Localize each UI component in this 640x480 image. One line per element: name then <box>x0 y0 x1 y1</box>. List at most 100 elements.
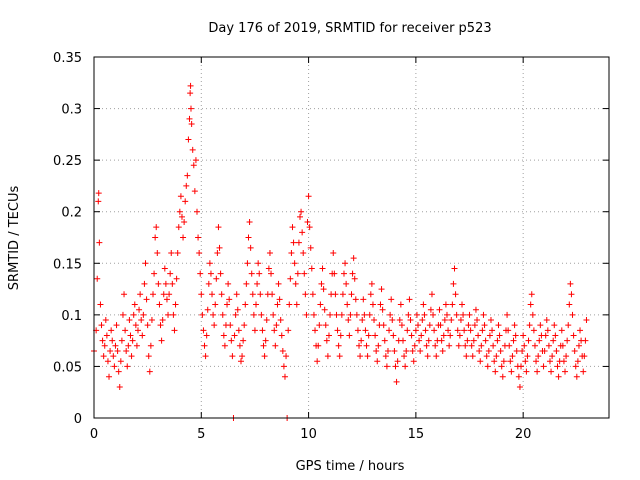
data-point <box>565 322 572 329</box>
data-point <box>186 115 193 122</box>
data-point <box>316 322 323 329</box>
data-point <box>523 368 530 375</box>
data-point <box>136 306 143 313</box>
data-point <box>564 337 571 344</box>
data-point <box>312 327 319 334</box>
data-point <box>272 342 279 349</box>
data-point <box>582 337 589 344</box>
data-point <box>430 311 437 318</box>
data-point <box>258 311 265 318</box>
data-point <box>348 291 355 298</box>
data-point <box>144 322 151 329</box>
y-tick-label: 0.05 <box>53 360 82 375</box>
data-point <box>446 342 453 349</box>
data-point <box>219 311 226 318</box>
data-point <box>178 213 185 220</box>
data-point <box>420 301 427 308</box>
data-point <box>397 301 404 308</box>
data-point <box>126 317 133 324</box>
data-point <box>448 317 455 324</box>
data-point <box>187 105 194 112</box>
data-point <box>156 301 163 308</box>
data-point <box>129 337 136 344</box>
data-point <box>217 270 224 277</box>
data-point <box>428 291 435 298</box>
data-point <box>159 317 166 324</box>
data-point <box>170 311 177 318</box>
data-point <box>417 347 424 354</box>
data-point <box>250 311 257 318</box>
data-point <box>197 270 204 277</box>
data-point <box>307 244 314 251</box>
data-point <box>260 342 267 349</box>
data-point <box>474 317 481 324</box>
data-point <box>160 291 167 298</box>
y-tick-label: 0.25 <box>53 154 82 169</box>
data-point <box>544 327 551 334</box>
data-point <box>322 322 329 329</box>
data-points <box>91 82 590 421</box>
data-point <box>439 347 446 354</box>
data-point <box>431 327 438 334</box>
data-point <box>104 358 111 365</box>
data-point <box>155 280 162 287</box>
data-point <box>97 301 104 308</box>
data-point <box>398 322 405 329</box>
data-point <box>471 322 478 329</box>
data-point <box>380 322 387 329</box>
data-point <box>535 353 542 360</box>
data-point <box>163 296 170 303</box>
data-point <box>181 219 188 226</box>
data-point <box>443 311 450 318</box>
data-point <box>508 368 515 375</box>
data-point <box>494 337 501 344</box>
data-point <box>467 327 474 334</box>
data-point <box>351 275 358 282</box>
data-point <box>253 301 260 308</box>
data-point <box>511 322 518 329</box>
data-point <box>117 358 124 365</box>
data-point <box>572 363 579 370</box>
data-point <box>288 249 295 256</box>
data-point <box>229 353 236 360</box>
data-point <box>201 342 208 349</box>
data-point <box>558 327 565 334</box>
data-point <box>480 311 487 318</box>
data-point <box>285 327 292 334</box>
data-point <box>257 291 264 298</box>
data-point <box>194 208 200 215</box>
data-point <box>278 332 285 339</box>
data-point <box>454 327 461 334</box>
data-point <box>172 301 179 308</box>
data-point <box>234 306 241 313</box>
data-point <box>442 301 449 308</box>
data-point <box>410 358 417 365</box>
data-point <box>95 198 102 205</box>
data-point <box>290 239 297 246</box>
data-point <box>412 327 419 334</box>
data-point <box>321 306 328 313</box>
data-point <box>319 265 326 272</box>
data-point <box>304 219 311 226</box>
data-point <box>251 327 258 334</box>
data-point <box>261 353 268 360</box>
data-point <box>327 311 334 318</box>
data-point <box>402 363 409 370</box>
data-point <box>175 224 182 231</box>
data-point <box>543 317 550 324</box>
data-point <box>302 291 309 298</box>
data-point <box>207 270 214 277</box>
data-point <box>490 342 497 349</box>
data-point <box>196 249 203 256</box>
data-point <box>209 291 216 298</box>
data-point <box>411 342 418 349</box>
data-point <box>340 270 347 277</box>
data-point <box>568 291 575 298</box>
data-point <box>549 353 556 360</box>
data-point <box>211 322 218 329</box>
axis-ticks <box>93 56 609 419</box>
data-point <box>255 260 262 267</box>
data-point <box>462 342 469 349</box>
data-point <box>570 332 577 339</box>
data-point <box>455 342 462 349</box>
